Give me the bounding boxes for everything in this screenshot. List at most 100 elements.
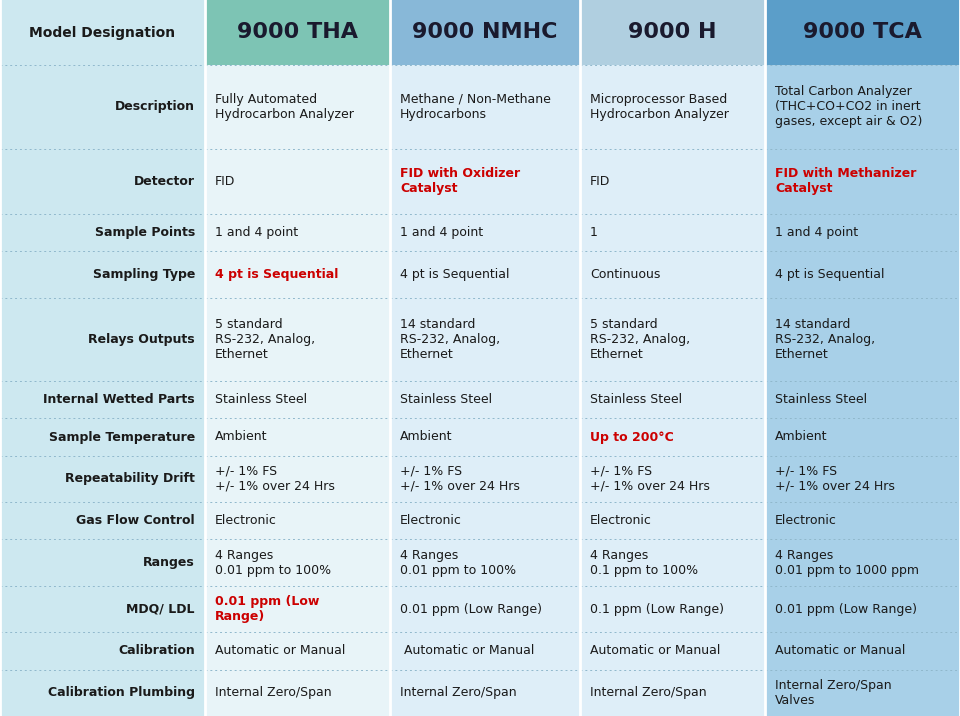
- Text: 5 standard
RS-232, Analog,
Ethernet: 5 standard RS-232, Analog, Ethernet: [590, 318, 690, 361]
- Bar: [205, 149, 390, 214]
- Text: Automatic or Manual: Automatic or Manual: [590, 644, 720, 657]
- Bar: [765, 65, 960, 149]
- Bar: [0, 586, 205, 632]
- Bar: [580, 418, 765, 455]
- Text: Ranges: Ranges: [143, 556, 195, 569]
- Bar: [390, 539, 580, 586]
- Text: Automatic or Manual: Automatic or Manual: [400, 644, 535, 657]
- Bar: [390, 65, 580, 149]
- Text: MDQ/ LDL: MDQ/ LDL: [127, 603, 195, 616]
- Bar: [580, 669, 765, 716]
- Text: 4 Ranges
0.01 ppm to 1000 ppm: 4 Ranges 0.01 ppm to 1000 ppm: [775, 548, 919, 576]
- Text: Electronic: Electronic: [775, 514, 837, 527]
- Text: FID with Methanizer
Catalyst: FID with Methanizer Catalyst: [775, 168, 917, 195]
- Text: FID with Oxidizer
Catalyst: FID with Oxidizer Catalyst: [400, 168, 520, 195]
- Bar: [580, 251, 765, 298]
- Text: 9000 TCA: 9000 TCA: [804, 22, 922, 42]
- Bar: [580, 149, 765, 214]
- Bar: [580, 381, 765, 418]
- Bar: [0, 632, 205, 669]
- Bar: [580, 455, 765, 502]
- Bar: [0, 65, 205, 149]
- Text: 14 standard
RS-232, Analog,
Ethernet: 14 standard RS-232, Analog, Ethernet: [775, 318, 876, 361]
- Bar: [205, 251, 390, 298]
- Text: FID: FID: [590, 175, 611, 188]
- Text: 0.01 ppm (Low
Range): 0.01 ppm (Low Range): [215, 595, 320, 623]
- Bar: [205, 418, 390, 455]
- Text: Automatic or Manual: Automatic or Manual: [775, 644, 905, 657]
- Bar: [0, 251, 205, 298]
- Bar: [205, 214, 390, 251]
- Bar: [580, 0, 765, 65]
- Text: Fully Automated
Hydrocarbon Analyzer: Fully Automated Hydrocarbon Analyzer: [215, 93, 354, 121]
- Bar: [0, 0, 205, 65]
- Bar: [0, 502, 205, 539]
- Bar: [205, 298, 390, 381]
- Bar: [0, 455, 205, 502]
- Bar: [765, 251, 960, 298]
- Text: Stainless Steel: Stainless Steel: [590, 393, 683, 406]
- Bar: [580, 214, 765, 251]
- Text: Up to 200°C: Up to 200°C: [590, 430, 674, 443]
- Bar: [390, 669, 580, 716]
- Text: Internal Zero/Span: Internal Zero/Span: [400, 686, 516, 700]
- Bar: [205, 669, 390, 716]
- Bar: [390, 214, 580, 251]
- Text: Stainless Steel: Stainless Steel: [775, 393, 867, 406]
- Bar: [205, 502, 390, 539]
- Text: 0.01 ppm (Low Range): 0.01 ppm (Low Range): [775, 603, 917, 616]
- Text: 1 and 4 point: 1 and 4 point: [215, 226, 299, 239]
- Bar: [765, 418, 960, 455]
- Text: 4 pt is Sequential: 4 pt is Sequential: [215, 268, 338, 281]
- Text: 9000 THA: 9000 THA: [237, 22, 358, 42]
- Bar: [580, 65, 765, 149]
- Text: 9000 NMHC: 9000 NMHC: [412, 22, 558, 42]
- Text: +/- 1% FS
+/- 1% over 24 Hrs: +/- 1% FS +/- 1% over 24 Hrs: [590, 465, 709, 493]
- Text: Electronic: Electronic: [590, 514, 652, 527]
- Bar: [390, 502, 580, 539]
- Text: 9000 H: 9000 H: [628, 22, 717, 42]
- Text: Stainless Steel: Stainless Steel: [400, 393, 492, 406]
- Bar: [390, 455, 580, 502]
- Bar: [205, 381, 390, 418]
- Text: Sample Temperature: Sample Temperature: [49, 430, 195, 443]
- Text: Total Carbon Analyzer
(THC+CO+CO2 in inert
gases, except air & O2): Total Carbon Analyzer (THC+CO+CO2 in ine…: [775, 85, 923, 128]
- Bar: [0, 669, 205, 716]
- Bar: [0, 149, 205, 214]
- Text: Gas Flow Control: Gas Flow Control: [77, 514, 195, 527]
- Bar: [580, 539, 765, 586]
- Bar: [765, 539, 960, 586]
- Text: Internal Zero/Span
Valves: Internal Zero/Span Valves: [775, 679, 892, 707]
- Bar: [390, 381, 580, 418]
- Text: 0.1 ppm (Low Range): 0.1 ppm (Low Range): [590, 603, 724, 616]
- Text: Continuous: Continuous: [590, 268, 660, 281]
- Bar: [390, 418, 580, 455]
- Bar: [765, 149, 960, 214]
- Text: 0.01 ppm (Low Range): 0.01 ppm (Low Range): [400, 603, 542, 616]
- Bar: [390, 0, 580, 65]
- Bar: [205, 0, 390, 65]
- Bar: [765, 298, 960, 381]
- Bar: [765, 669, 960, 716]
- Text: Calibration Plumbing: Calibration Plumbing: [48, 686, 195, 700]
- Bar: [205, 455, 390, 502]
- Text: +/- 1% FS
+/- 1% over 24 Hrs: +/- 1% FS +/- 1% over 24 Hrs: [775, 465, 895, 493]
- Bar: [205, 539, 390, 586]
- Text: Automatic or Manual: Automatic or Manual: [215, 644, 346, 657]
- Text: 4 Ranges
0.01 ppm to 100%: 4 Ranges 0.01 ppm to 100%: [400, 548, 516, 576]
- Text: Ambient: Ambient: [215, 430, 268, 443]
- Text: Internal Zero/Span: Internal Zero/Span: [590, 686, 707, 700]
- Bar: [765, 0, 960, 65]
- Bar: [765, 586, 960, 632]
- Text: Ambient: Ambient: [400, 430, 452, 443]
- Bar: [390, 298, 580, 381]
- Bar: [390, 149, 580, 214]
- Bar: [580, 502, 765, 539]
- Text: Calibration: Calibration: [118, 644, 195, 657]
- Bar: [765, 381, 960, 418]
- Bar: [580, 586, 765, 632]
- Text: FID: FID: [215, 175, 235, 188]
- Bar: [390, 632, 580, 669]
- Text: +/- 1% FS
+/- 1% over 24 Hrs: +/- 1% FS +/- 1% over 24 Hrs: [400, 465, 520, 493]
- Text: +/- 1% FS
+/- 1% over 24 Hrs: +/- 1% FS +/- 1% over 24 Hrs: [215, 465, 335, 493]
